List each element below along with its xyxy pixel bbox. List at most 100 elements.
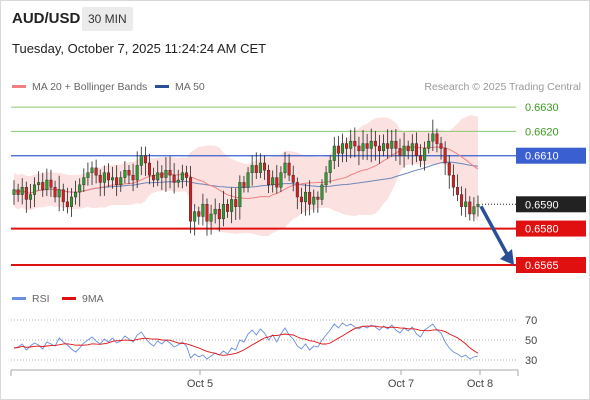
candle xyxy=(365,133,369,161)
candle-body xyxy=(168,170,172,176)
candle xyxy=(340,133,344,163)
candle-body xyxy=(176,179,180,183)
candle xyxy=(221,190,225,227)
level-labels: 0.6630 0.6620 0.6610 0.6590 0.6580 0.6565 xyxy=(516,102,586,273)
candle xyxy=(287,154,291,182)
candle-body xyxy=(299,196,303,203)
candle-body xyxy=(94,167,98,176)
candle xyxy=(386,129,390,159)
candle-body xyxy=(394,140,398,149)
candle xyxy=(308,180,312,216)
candle xyxy=(414,132,418,163)
candle-body xyxy=(414,143,418,156)
candle xyxy=(238,175,242,220)
candle-body xyxy=(279,172,283,188)
candle xyxy=(69,188,73,217)
candle-body xyxy=(45,179,49,190)
rsi-tick-70: 70 xyxy=(525,315,537,327)
candle-body xyxy=(271,177,275,186)
level-badge-0.6610 xyxy=(516,147,586,164)
level-label-0.6565: 0.6565 xyxy=(525,260,559,272)
candle xyxy=(464,188,468,218)
candle xyxy=(74,180,78,205)
candle-body xyxy=(213,208,217,215)
candle xyxy=(176,169,180,188)
candle xyxy=(283,152,287,179)
candle xyxy=(41,172,45,197)
candle xyxy=(382,134,386,157)
candle-body xyxy=(246,172,250,188)
candle-body xyxy=(460,194,464,207)
candle-body xyxy=(205,204,209,222)
candle xyxy=(345,137,349,163)
candle-body xyxy=(123,170,127,178)
candle-body xyxy=(275,177,279,188)
candle xyxy=(312,189,316,213)
candle xyxy=(193,204,197,236)
candle xyxy=(275,165,279,194)
candle xyxy=(197,206,201,225)
candle-body xyxy=(24,187,28,200)
candle xyxy=(402,132,406,168)
candle-body xyxy=(156,172,160,181)
candle-body xyxy=(143,155,147,164)
candle xyxy=(472,197,476,222)
candle xyxy=(336,135,340,167)
candle xyxy=(16,183,20,202)
candle-body xyxy=(234,199,238,207)
candle xyxy=(423,141,427,171)
candle xyxy=(160,165,164,190)
candle-body xyxy=(382,143,386,152)
candle-body xyxy=(398,148,402,156)
candle xyxy=(246,167,250,193)
candle xyxy=(119,171,123,192)
candle-body xyxy=(427,140,431,149)
candle xyxy=(148,153,152,185)
candle xyxy=(324,166,328,193)
candle xyxy=(205,198,209,236)
candle xyxy=(115,165,119,197)
candle xyxy=(24,181,28,213)
candlesticks xyxy=(12,119,480,236)
candle xyxy=(349,129,353,159)
candle xyxy=(419,144,423,168)
candle-body xyxy=(349,140,353,149)
candle xyxy=(78,178,82,207)
candle-body xyxy=(439,143,443,149)
candle-body xyxy=(90,167,94,173)
candle-body xyxy=(312,196,316,205)
level-badge-0.6565 xyxy=(516,257,586,273)
candle-body xyxy=(402,145,406,156)
candle-body xyxy=(16,189,20,195)
candle-body xyxy=(369,140,373,149)
x-tick-label: Oct 7 xyxy=(388,378,414,390)
candle-body xyxy=(69,196,73,207)
candle-body xyxy=(324,172,328,186)
timeframe-button[interactable]: 30 MIN xyxy=(82,7,133,31)
candle xyxy=(213,198,217,224)
candle-body xyxy=(61,189,65,203)
candle-body xyxy=(451,174,455,188)
candle xyxy=(12,180,16,205)
candle xyxy=(332,136,336,170)
x-tick-label: Oct 5 xyxy=(187,378,213,390)
candle xyxy=(460,186,464,216)
ma9-legend-swatch xyxy=(62,297,76,300)
candle xyxy=(127,164,131,185)
candle xyxy=(209,204,213,235)
candle xyxy=(90,161,94,186)
candle-body xyxy=(209,213,213,222)
candle-body xyxy=(386,143,390,149)
candle-body xyxy=(345,143,349,149)
candle xyxy=(431,119,435,151)
candle xyxy=(390,129,394,158)
candle xyxy=(451,164,455,196)
candle-body xyxy=(336,145,340,154)
ma50-legend-label: MA 50 xyxy=(175,81,205,93)
level-label-0.6610: 0.6610 xyxy=(525,151,559,163)
candle xyxy=(53,180,57,203)
candle xyxy=(45,168,49,197)
candle-body xyxy=(127,170,131,176)
candle xyxy=(230,187,234,224)
candle xyxy=(443,141,447,176)
